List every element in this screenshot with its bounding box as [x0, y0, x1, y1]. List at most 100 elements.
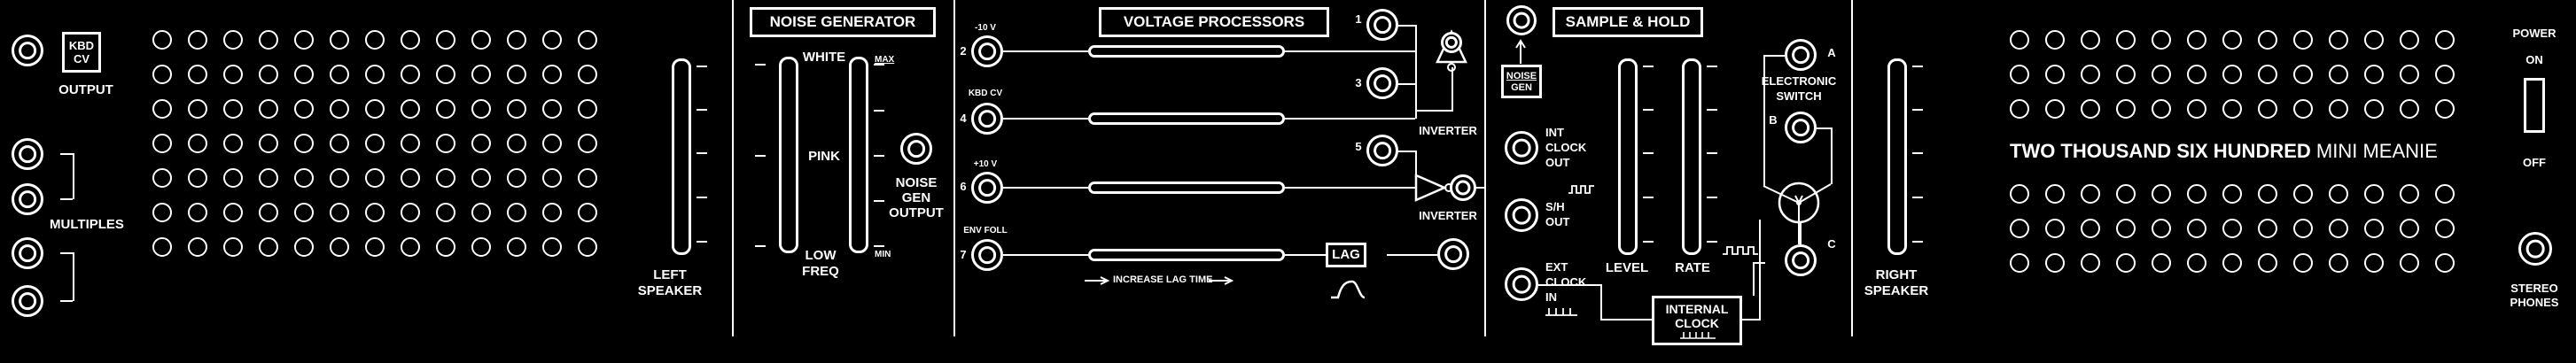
wire	[1759, 220, 1761, 321]
processor-input-4[interactable]	[971, 103, 1003, 135]
grille-hole	[2187, 65, 2206, 84]
output-jack[interactable]	[12, 35, 43, 66]
sample-hold-title: SAMPLE & HOLD	[1553, 7, 1703, 37]
grille-hole	[2293, 65, 2313, 84]
grille-hole	[542, 134, 562, 153]
processor-slider-6[interactable]	[1088, 182, 1285, 194]
multiple-jack-1[interactable]	[12, 138, 43, 170]
grille-hole	[578, 65, 597, 84]
grille-hole	[401, 168, 420, 188]
switch-b-jack[interactable]	[1785, 112, 1817, 143]
noise-gen-box-line-1: NOISE	[1506, 71, 1537, 81]
grille-hole	[365, 65, 385, 84]
grille-hole	[294, 30, 314, 50]
grille-hole	[294, 65, 314, 84]
int-clock-out-jack[interactable]	[1505, 131, 1538, 165]
wire	[1285, 50, 1415, 52]
grille-hole	[259, 168, 278, 188]
grille-hole	[2187, 184, 2206, 204]
grille-hole	[2400, 65, 2419, 84]
grille-hole	[2116, 253, 2136, 273]
grille-hole	[2045, 30, 2065, 50]
multiples-bracket	[60, 198, 73, 200]
grille-hole	[2364, 65, 2384, 84]
left-speaker-label-1: LEFT	[653, 267, 687, 282]
grille-hole	[2152, 30, 2171, 50]
processor-slider-7[interactable]	[1088, 249, 1285, 261]
slider-tick	[1912, 152, 1923, 154]
switch-label: SWITCH	[1776, 89, 1822, 103]
grille-hole	[2152, 184, 2171, 204]
grille-hole	[507, 30, 526, 50]
ext-clock-in-jack[interactable]	[1505, 267, 1538, 301]
processor-input-2[interactable]	[971, 35, 1003, 67]
processor-input-7[interactable]	[971, 239, 1003, 271]
switch-c-jack[interactable]	[1785, 244, 1817, 276]
wire	[1003, 50, 1088, 52]
processor-slider-4[interactable]	[1088, 112, 1285, 125]
grille-hole	[2364, 253, 2384, 273]
power-switch[interactable]	[2524, 78, 2545, 133]
stereo-phones-jack[interactable]	[2518, 232, 2552, 266]
left-speaker-grille	[152, 30, 597, 257]
out3-number: 3	[1355, 76, 1362, 89]
sh-out-jack[interactable]	[1505, 198, 1538, 232]
inverter-2-jack[interactable]	[1450, 174, 1476, 201]
grille-hole	[2329, 219, 2348, 238]
grille-hole	[259, 30, 278, 50]
multiple-jack-2[interactable]	[12, 183, 43, 215]
processor-output-1[interactable]	[1366, 9, 1398, 41]
grille-hole	[436, 237, 455, 257]
right-speaker-slider[interactable]	[1887, 58, 1907, 255]
inverter-1-jack[interactable]	[1441, 32, 1462, 53]
grille-hole	[2010, 30, 2029, 50]
in6-top-label: +10 V	[973, 159, 998, 169]
internal-clock-line-2: CLOCK	[1675, 316, 1719, 330]
right-speaker-grille-bottom	[2010, 184, 2455, 273]
grille-hole	[2258, 65, 2277, 84]
noise-gen-output-jack[interactable]	[900, 133, 932, 165]
sh-noise-input-jack[interactable]	[1506, 5, 1537, 35]
slider-tick	[755, 245, 766, 247]
processor-slider-2[interactable]	[1088, 45, 1285, 58]
grille-hole	[330, 65, 349, 84]
grille-hole	[2187, 30, 2206, 50]
kbd-cv-box: KBD CV	[62, 32, 101, 73]
in7-top-label: ENV FOLL	[963, 226, 1008, 236]
grille-hole	[2116, 30, 2136, 50]
slider-tick	[874, 200, 884, 202]
wire	[1817, 127, 1831, 129]
processor-output-5[interactable]	[1366, 135, 1398, 166]
slider-tick	[697, 66, 707, 67]
noise-color-slider[interactable]	[779, 57, 798, 253]
pulse-icon	[1545, 308, 1577, 316]
processor-input-6[interactable]	[971, 172, 1003, 204]
grille-hole	[330, 168, 349, 188]
grille-hole	[188, 203, 207, 222]
noise-level-slider[interactable]	[849, 57, 868, 253]
multiple-jack-3[interactable]	[12, 237, 43, 269]
int-clock-label-1: INT	[1545, 126, 1564, 139]
lag-output-jack[interactable]	[1437, 238, 1469, 270]
grille-hole	[2435, 65, 2455, 84]
slider-tick	[697, 197, 707, 198]
slider-tick	[1707, 241, 1717, 243]
rate-slider[interactable]	[1682, 58, 1701, 255]
grille-hole	[2293, 30, 2313, 50]
left-speaker-slider[interactable]	[672, 58, 691, 255]
grille-hole	[2293, 253, 2313, 273]
arrow-up-icon	[1515, 39, 1526, 64]
wire	[1600, 284, 1602, 320]
processor-output-3[interactable]	[1366, 67, 1398, 99]
switch-a-jack[interactable]	[1785, 39, 1817, 71]
level-slider[interactable]	[1618, 58, 1638, 255]
grille-hole	[259, 99, 278, 119]
multiple-jack-4[interactable]	[12, 285, 43, 317]
lag-box: LAG	[1326, 243, 1366, 267]
grille-hole	[542, 237, 562, 257]
grille-hole	[223, 134, 243, 153]
grille-hole	[2081, 99, 2100, 119]
grille-hole	[294, 203, 314, 222]
square-wave-icon	[1568, 185, 1594, 194]
noise-generator-title: NOISE GENERATOR	[750, 7, 936, 37]
